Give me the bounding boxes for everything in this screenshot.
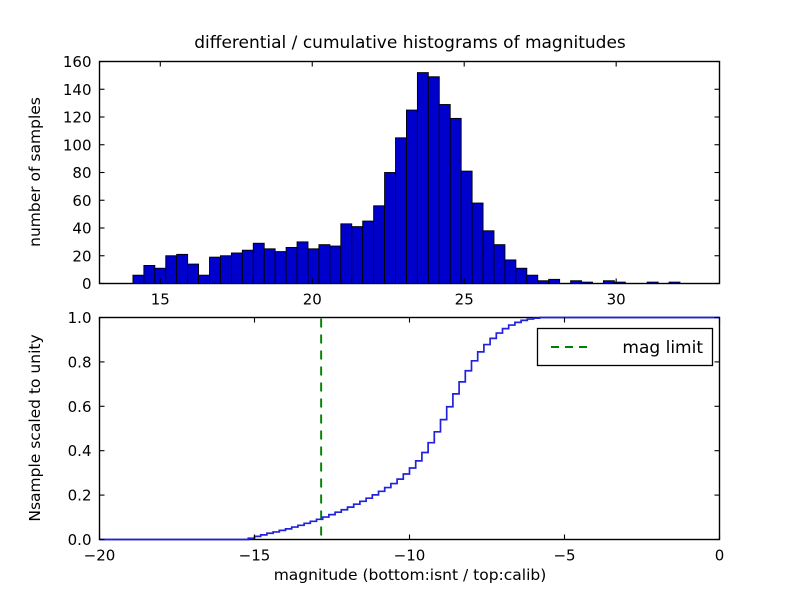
histogram-bar [428,77,439,284]
histogram-bar [352,227,363,284]
histogram-bar [450,118,461,283]
histogram-bar [231,253,242,284]
histogram-bar [505,260,516,284]
y-tick-label: 0 [82,275,92,293]
y-tick-label: 80 [72,164,91,182]
histogram-bar [308,249,319,284]
x-tick-label: 25 [455,291,474,309]
y-tick-label: 0.0 [68,531,92,549]
y-tick-label: 60 [72,192,91,210]
matplotlib-figure: differential / cumulative histograms of … [0,0,800,600]
histogram-bar [319,245,330,284]
histogram-bar [330,246,341,283]
chart-title: differential / cumulative histograms of … [194,33,626,53]
bottom-y-axis-label: Nsample scaled to unity [26,334,44,521]
histogram-bar [516,268,527,283]
histogram-bar [188,264,199,283]
histogram-bar [253,243,264,283]
histogram-bar [275,252,286,284]
histogram-bar [199,275,210,283]
histogram-bar [144,265,155,283]
histogram-bar [406,110,417,283]
x-tick-label: −5 [553,547,575,565]
histogram-bar [582,282,593,283]
histogram-bar [297,242,308,284]
histogram-bar [341,224,352,284]
y-tick-label: 140 [63,81,92,99]
y-tick-label: 0.6 [68,398,92,416]
y-tick-label: 0.2 [68,487,92,505]
y-tick-label: 0.8 [68,353,92,371]
histogram-bar [166,256,177,284]
x-tick-label: 15 [151,291,170,309]
x-tick-label: −15 [239,547,271,565]
y-tick-label: 40 [72,220,91,238]
histogram-bar [439,105,450,284]
histogram-bar [396,138,407,284]
legend[interactable]: mag limit [538,329,713,366]
top-y-axis-label: number of samples [26,97,44,247]
histogram-bar [538,281,549,284]
histogram-bar [417,73,428,284]
histogram-bar [242,250,253,283]
histogram-bar [603,281,614,284]
y-tick-label: 20 [72,247,91,265]
histogram-bar [461,171,472,283]
y-tick-label: 160 [63,53,92,71]
histogram-bar [527,275,538,283]
histogram-bar [483,231,494,284]
legend-mag-limit-label: mag limit [622,338,703,358]
histogram-bar [669,282,680,283]
histogram-bar [133,275,144,283]
histogram-bar [264,249,275,284]
x-tick-label: 20 [303,291,322,309]
histogram-bar [571,281,582,284]
histogram-bar [210,257,221,283]
x-tick-label: 0 [715,547,725,565]
histogram-bar [220,256,231,284]
y-tick-label: 120 [63,109,92,127]
y-tick-label: 0.4 [68,442,92,460]
y-tick-label: 100 [63,136,92,154]
histogram-bar [472,203,483,283]
histogram-bar [549,279,560,283]
bottom-x-axis-label: magnitude (bottom:isnt / top:calib) [274,566,547,584]
x-tick-label: 30 [607,291,626,309]
histogram-bar [385,173,396,284]
histogram-bar [286,247,297,283]
top-axes: differential / cumulative histograms of … [26,33,720,309]
histogram-bar [363,221,374,283]
histogram-bar [374,206,385,284]
bottom-axes: −20 −15 −10 −5 0 0.0 0.2 0.4 0.6 0.8 1.0 Nsample … [26,309,724,584]
histogram-bar [177,254,188,283]
histogram-bar [647,282,658,283]
y-tick-label: 1.0 [68,309,92,327]
figure-canvas: differential / cumulative histograms of … [0,0,800,600]
x-tick-label: −10 [394,547,426,565]
x-tick-label: −20 [84,547,116,565]
histogram-bar [494,245,505,284]
